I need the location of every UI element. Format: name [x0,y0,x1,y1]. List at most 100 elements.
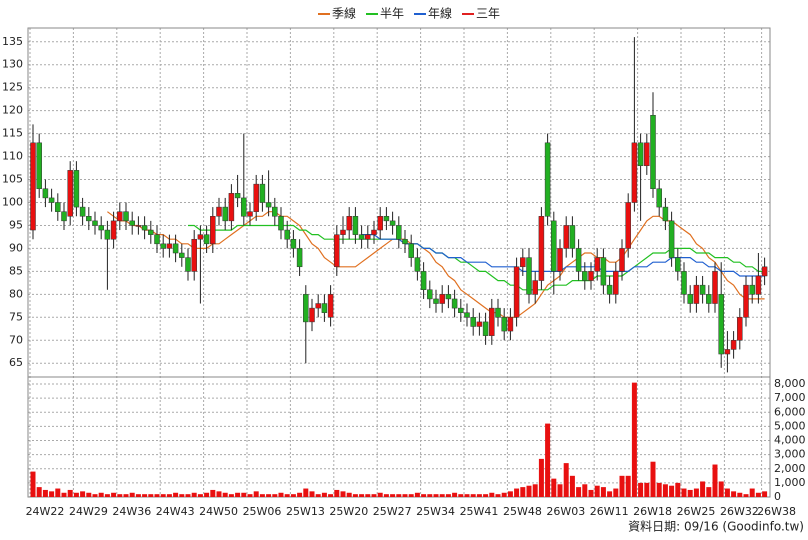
candle-body [687,294,693,304]
candle-body [259,183,266,203]
candle-body [458,307,464,313]
candle-body [476,321,483,327]
candle-body [160,243,166,249]
ma-line [107,211,765,318]
candle-body [55,202,61,212]
candle-body [234,193,241,199]
volume-bar [284,494,290,497]
volume-bar [123,494,129,497]
volume-bar [247,494,253,497]
candle-body [532,280,538,295]
candle-body [625,202,631,249]
volume-bar [86,492,92,497]
volume-bar [309,491,315,497]
volume-bar [576,487,582,497]
candle-body [67,170,73,217]
volume-tick-label: 2,000 [774,462,806,475]
volume-bar [111,492,117,497]
candle-body [346,216,352,231]
volume-bar [154,494,160,497]
candle-body [148,229,154,235]
volume-bar [476,494,482,497]
candle-body [396,225,402,240]
volume-bar [197,494,203,497]
candle-body [129,220,135,226]
candle-body [470,317,476,327]
candle-body [296,248,303,268]
volume-bar [414,492,420,497]
candle-body [575,248,582,272]
volume-bar [520,487,526,497]
x-tick-label: 25W06 [243,505,282,518]
candle-body [724,349,731,355]
candle-body [98,225,104,231]
candle-body [433,298,439,304]
candle-body [644,142,650,167]
volume-bar [588,489,594,497]
candle-body [309,307,315,323]
volume-tick-label: 6,000 [774,405,806,418]
x-tick-label: 26W38 [757,505,796,518]
volume-bar [489,492,495,497]
x-tick-label: 25W13 [286,505,325,518]
volume-bar [669,485,675,497]
candle-body [451,298,458,309]
y-tick-label: 75 [9,310,23,323]
x-tick-label: 26W03 [546,505,585,518]
volume-bar [650,461,656,497]
candle-body [327,294,334,318]
candle-body [61,211,67,222]
legend-label: 三年 [476,7,500,21]
candle-body [737,317,743,341]
volume-bar [61,492,67,497]
volume-bar [421,494,427,497]
candle-body [402,238,408,245]
candle-body [358,234,365,240]
volume-bar [613,488,619,497]
volume-bar [278,492,284,497]
candle-body [693,284,700,304]
volume-bar [359,494,365,497]
x-tick-label: 24W43 [156,505,195,518]
volume-bar [532,484,538,497]
candle-body [247,211,253,217]
candle-body [284,229,290,240]
volume-bar [383,494,389,497]
volume-bar [67,489,73,497]
candle-body [265,202,272,208]
volume-bar [148,494,154,497]
candle-body [377,216,383,231]
candle-body [619,248,625,272]
y-tick-label: 65 [9,356,23,369]
x-tick-label: 25W41 [460,505,499,518]
volume-bar [724,488,730,497]
candle-body [563,225,569,249]
volume-bar [104,494,110,497]
volume-bar [656,482,662,497]
candle-body [507,317,514,332]
x-tick-label: 25W27 [373,505,412,518]
x-tick-label: 25W20 [329,505,368,518]
volume-bar [638,482,644,497]
candle-body [253,183,259,212]
candle-body [445,294,452,300]
volume-bar [631,382,637,497]
volume-bar [718,481,724,497]
candle-body [662,206,669,222]
candle-body [154,234,160,245]
volume-bar [371,494,377,497]
volume-tick-label: 3,000 [774,448,806,461]
candle-body [582,271,588,281]
volume-bar [762,491,768,497]
volume-bar [340,491,346,497]
y-tick-label: 130 [2,58,23,71]
volume-bar [160,494,166,497]
volume-bar [55,488,61,497]
volume-bar [458,494,464,497]
candle-body [755,275,762,295]
volume-bar [439,494,445,497]
volume-bar [377,492,383,497]
ma-line [361,234,765,277]
x-tick-label: 25W48 [503,505,542,518]
